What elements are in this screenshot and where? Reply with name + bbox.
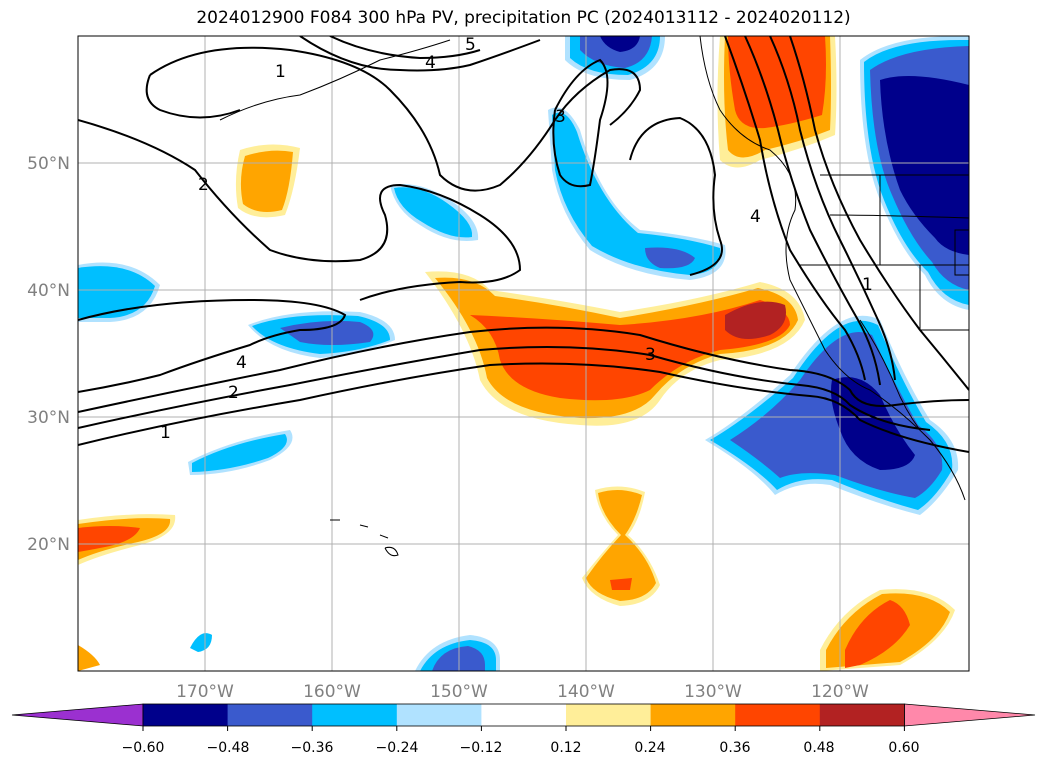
contour-labels: 1 2 4 2 1 3 3 4 4 5 1	[160, 35, 873, 443]
contour-label: 2	[198, 175, 209, 195]
colorbar-swatch	[143, 704, 229, 726]
contour-label: 4	[236, 353, 247, 373]
contour-label: 2	[228, 383, 239, 403]
lon-label: 130°W	[684, 682, 742, 702]
contour-label: 1	[160, 423, 171, 443]
colorbar-tick-label: 0.12	[550, 740, 581, 756]
lat-label: 30°N	[27, 408, 70, 428]
lat-label: 40°N	[27, 281, 70, 301]
gridlines	[78, 36, 969, 671]
colorbar-tick-label: −0.24	[376, 740, 419, 756]
colorbar-tick-label: −0.12	[460, 740, 503, 756]
map-title: 2024012900 F084 300 hPa PV, precipitatio…	[196, 8, 851, 28]
lat-label: 20°N	[27, 535, 70, 555]
lon-label: 150°W	[430, 682, 488, 702]
colorbar-swatch	[481, 704, 567, 726]
colorbar-swatch	[227, 704, 313, 726]
lon-label: 140°W	[557, 682, 615, 702]
lon-label: 120°W	[811, 682, 869, 702]
colorbar-swatch	[735, 704, 821, 726]
colorbar-tick-label: 0.24	[634, 740, 665, 756]
colorbar-ticks: −0.60 −0.48 −0.36 −0.24 −0.12 0.12 0.24 …	[122, 740, 920, 756]
lon-label: 170°W	[176, 682, 234, 702]
colorbar-swatch	[566, 704, 652, 726]
lat-label: 50°N	[27, 154, 70, 174]
contour-label: 1	[862, 275, 873, 295]
longitude-labels: 170°W 160°W 150°W 140°W 130°W 120°W	[176, 682, 869, 702]
lon-label: 160°W	[303, 682, 361, 702]
plot-frame	[77, 35, 970, 672]
colorbar-tick-label: −0.36	[291, 740, 334, 756]
colorbar-swatch	[650, 704, 736, 726]
colorbar-frame	[142, 703, 905, 727]
colorbar-tick-label: 0.60	[888, 740, 919, 756]
colorbar-tick-label: 0.36	[719, 740, 750, 756]
latitude-labels: 50°N 40°N 30°N 20°N	[27, 154, 70, 555]
colorbar-swatch	[396, 704, 482, 726]
contour-label: 3	[555, 107, 566, 127]
contour-label: 1	[275, 62, 286, 82]
colorbar	[11, 703, 1036, 731]
contour-label: 3	[645, 345, 656, 365]
colorbar-extend-low	[11, 703, 144, 727]
contour-label: 4	[750, 207, 761, 227]
colorbar-tick-label: 0.48	[803, 740, 834, 756]
colorbar-extend-high	[904, 703, 1036, 727]
colorbar-swatch	[312, 704, 398, 726]
colorbar-tick-label: −0.48	[207, 740, 250, 756]
contour-label: 5	[465, 35, 476, 55]
contour-label: 4	[425, 53, 436, 73]
colorbar-swatch	[819, 704, 905, 726]
coastlines	[219, 36, 969, 557]
colorbar-tick-label: −0.60	[122, 740, 165, 756]
pv-contours	[78, 36, 969, 453]
